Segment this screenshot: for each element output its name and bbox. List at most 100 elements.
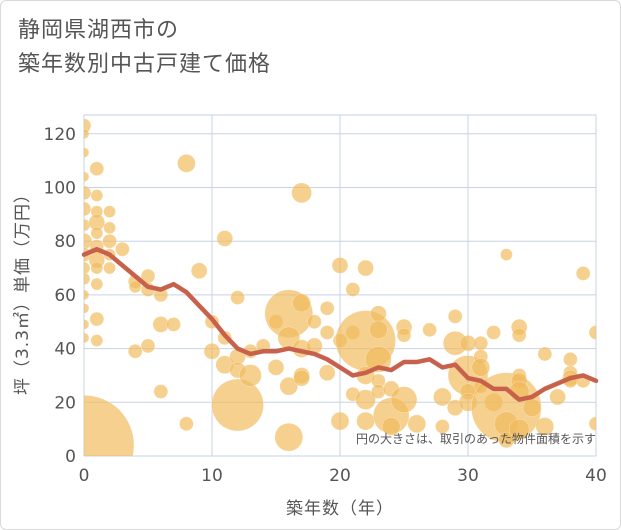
bubble-point	[293, 369, 310, 387]
bubble-point	[500, 248, 513, 261]
chart-title-line2: 築年数別中古戸建て価格	[18, 52, 272, 77]
bubble-point	[166, 317, 181, 332]
x-tick-label: 40	[585, 466, 607, 486]
bubble-point	[89, 311, 105, 327]
bubble-point	[84, 261, 91, 275]
bubble-point	[511, 327, 527, 343]
bubble-point	[89, 161, 105, 176]
bubble-point	[345, 282, 361, 297]
bubble-point	[103, 261, 116, 275]
bubble-point	[471, 358, 491, 377]
x-tick-label: 30	[457, 466, 479, 486]
bubble-point	[563, 352, 578, 367]
bubble-point	[549, 388, 566, 406]
x-axis-title: 築年数（年）	[286, 499, 394, 519]
bubble-point	[267, 359, 285, 376]
bubble-point	[486, 325, 501, 340]
bubble-point	[365, 346, 392, 373]
bubble-point	[84, 272, 91, 286]
bubble-point	[390, 386, 418, 413]
bubble-point	[318, 364, 336, 382]
bubble-point	[331, 257, 349, 274]
bubble-point	[84, 319, 90, 330]
bubble-point	[103, 205, 116, 218]
bubble-point	[422, 322, 437, 338]
y-axis-title: 坪（3.3㎡）単価（万円）	[13, 185, 33, 395]
bubble-point	[230, 290, 245, 305]
bubble-point	[447, 309, 463, 324]
bubble-point	[84, 395, 135, 456]
bubble-point	[90, 189, 104, 202]
y-tick-label: 120	[44, 125, 76, 145]
bubble-point	[588, 325, 596, 340]
x-tick-label: 0	[79, 466, 90, 486]
y-tick-label: 60	[54, 286, 76, 306]
bubble-point	[203, 343, 221, 360]
bubble-point	[179, 416, 194, 432]
bubble-point	[84, 147, 90, 158]
bubble-point	[216, 230, 234, 247]
bubble-point	[435, 419, 450, 434]
bubble-point	[90, 277, 104, 291]
bubble-point	[90, 334, 104, 347]
x-axis-ticks: 0 10 20 30 40	[79, 466, 607, 486]
bubble-point	[357, 259, 374, 277]
bubble-point	[319, 325, 335, 340]
chart-title: 静岡県湖西市の 築年数別中古戸建て価格	[18, 14, 271, 82]
bubble-point	[239, 364, 262, 387]
bubble-point	[128, 280, 142, 294]
bubble-point	[115, 242, 130, 257]
bubble-point	[84, 303, 90, 314]
bubble-point	[84, 171, 90, 183]
bubble-point	[140, 338, 156, 354]
y-tick-label: 100	[44, 178, 76, 198]
bubble-point	[84, 128, 90, 140]
bubble-point	[84, 289, 90, 301]
bubble-point	[396, 327, 412, 343]
bubble-point	[190, 262, 208, 279]
bubble-point	[84, 332, 90, 344]
bubble-point	[279, 376, 299, 396]
bubble-point	[84, 185, 92, 201]
bubble-point	[355, 389, 376, 410]
bubble-point	[211, 378, 264, 432]
trend-line	[81, 247, 599, 402]
bubble-point	[84, 218, 91, 232]
bubble-point	[103, 221, 116, 235]
bubble-point	[407, 414, 427, 434]
bubble-point	[291, 182, 312, 204]
bubble-point	[153, 384, 169, 399]
trend-series	[81, 247, 599, 402]
bubble-point	[177, 154, 196, 173]
bubble-point	[356, 411, 375, 431]
chart-title-line1: 静岡県湖西市の	[18, 18, 180, 43]
bubble-point	[102, 233, 117, 249]
y-tick-label: 40	[54, 340, 76, 360]
bubble-point	[508, 418, 530, 440]
bubble-point	[535, 417, 555, 436]
y-tick-label: 20	[54, 393, 76, 413]
bubble-point	[537, 346, 553, 362]
bubble-point	[330, 411, 350, 431]
y-axis-ticks: 0 20 40 60 80 100 120	[44, 125, 76, 467]
x-tick-label: 10	[201, 466, 223, 486]
bubble-point	[381, 417, 401, 436]
bubble-point	[498, 431, 515, 449]
x-tick-label: 20	[329, 466, 351, 486]
bubble-point	[473, 335, 489, 351]
bubble-point	[90, 226, 104, 240]
y-tick-label: 0	[65, 447, 76, 467]
bubble-point	[84, 201, 92, 217]
y-tick-label: 80	[54, 232, 76, 252]
bubble-point	[307, 314, 322, 329]
bubble-point	[90, 261, 104, 275]
bubble-point	[274, 422, 304, 452]
bubble-point	[127, 344, 143, 359]
bubble-point	[370, 305, 387, 322]
bubble-point	[522, 398, 542, 417]
bubble-point	[433, 387, 452, 407]
bubble-point	[588, 416, 596, 432]
bubble-point	[575, 266, 591, 281]
bubble-point	[319, 301, 335, 316]
